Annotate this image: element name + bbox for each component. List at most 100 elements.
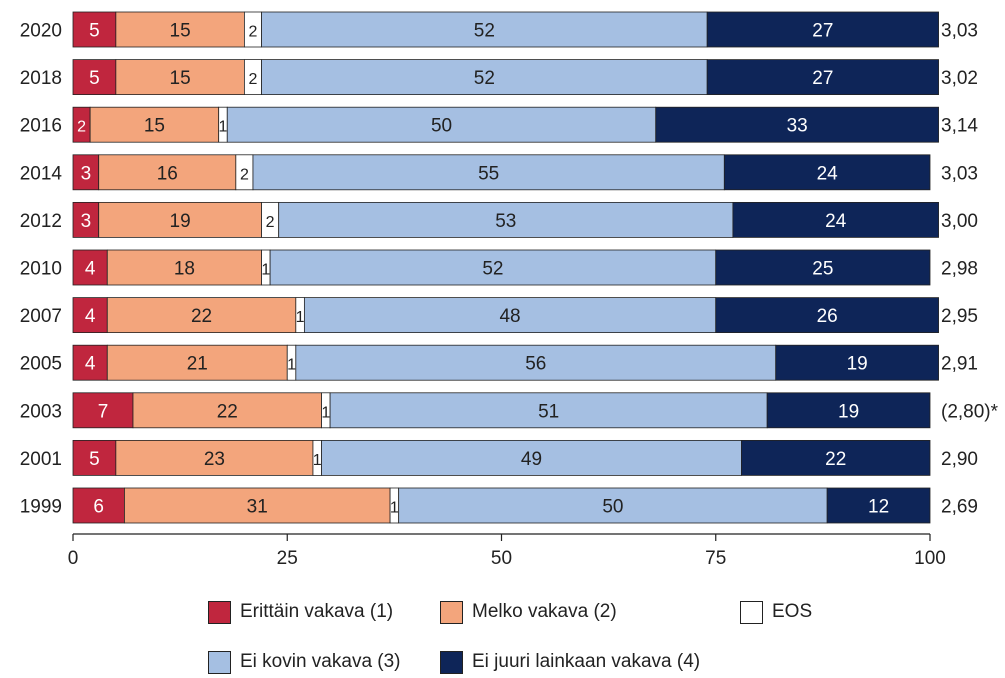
bar-segment xyxy=(398,487,828,524)
bar-segment xyxy=(106,344,288,381)
stacked-bar-chart: 5 15 2 52 275 15 2 52 272 15 1 50 333 16 2 55 243 19 2 53 24… xyxy=(20,11,999,569)
legend-label-ei-kovin-vakava: Ei kovin vakava (3) xyxy=(240,651,401,672)
bar-segment xyxy=(261,11,708,48)
category-label: 2005 xyxy=(20,354,62,375)
legend-swatch-ei-kovin-vakava xyxy=(208,650,231,674)
data-label: 52 xyxy=(482,259,503,280)
legend-item-erittain-vakava: Erittäin vakava (1) xyxy=(208,598,393,626)
bars-layer: 5 15 2 52 275 15 2 52 272 15 1 50 333 16 2 55 243 19 2 53 24… xyxy=(72,11,939,524)
bar-segment xyxy=(295,344,777,381)
legend-label-erittain-vakava: Erittäin vakava (1) xyxy=(240,601,394,622)
category-label: 2003 xyxy=(20,401,62,422)
x-tick-label: 0 xyxy=(68,548,79,569)
data-label: 26 xyxy=(817,306,838,327)
legend-label-ei-juuri-lainkaan-vakava: Ei juuri lainkaan vakava (4) xyxy=(472,651,701,672)
data-label: 23 xyxy=(204,449,225,470)
data-label: 24 xyxy=(825,211,847,232)
category-label: 2010 xyxy=(20,259,62,280)
data-label: 3 xyxy=(81,163,92,184)
data-label: 5 xyxy=(89,21,100,42)
bar-segment xyxy=(124,487,391,524)
bar-segment xyxy=(72,154,100,191)
data-label: 51 xyxy=(538,401,559,422)
legend-item-ei-kovin-vakava: Ei kovin vakava (3) xyxy=(208,648,401,676)
bar-segment xyxy=(98,154,237,191)
data-label: 21 xyxy=(187,354,208,375)
data-label: 1 xyxy=(321,404,330,421)
data-label: 3 xyxy=(81,211,92,232)
legend-swatch-eos xyxy=(740,600,763,624)
bar-segment xyxy=(98,201,262,238)
category-label: 2007 xyxy=(20,306,62,327)
mean-value-label: 2,95 xyxy=(941,306,978,327)
bar-segment xyxy=(72,249,108,286)
data-label: 1 xyxy=(219,119,228,136)
category-label: 2012 xyxy=(20,211,62,232)
data-label: 16 xyxy=(157,163,178,184)
data-label: 15 xyxy=(170,68,191,89)
data-label: 48 xyxy=(499,306,520,327)
data-label: 27 xyxy=(812,68,833,89)
bar-segment xyxy=(715,297,939,334)
data-label: 4 xyxy=(85,306,96,327)
data-label: 2 xyxy=(249,71,258,88)
legend-item-eos: EOS xyxy=(740,598,812,626)
bar-segment xyxy=(706,11,939,48)
mean-value-labels: 3,03 3,02 3,14 3,03 3,00 2,98 2,95 2,91 (2,80)* 2… xyxy=(941,21,999,518)
x-tick-label: 25 xyxy=(277,548,298,569)
mean-value-label: 3,03 xyxy=(941,21,978,42)
bar-segment xyxy=(106,249,262,286)
bar-segment xyxy=(741,439,931,476)
bar-segment xyxy=(723,154,931,191)
data-label: 33 xyxy=(787,116,808,137)
bar-segment xyxy=(278,201,734,238)
bar-segment xyxy=(655,106,939,143)
data-label: 15 xyxy=(144,116,165,137)
bar-segment xyxy=(826,487,931,524)
bar-segment xyxy=(303,297,717,334)
x-tick-label: 75 xyxy=(705,548,726,569)
legend-swatch-erittain-vakava xyxy=(208,600,231,624)
x-tick-label: 50 xyxy=(491,548,512,569)
data-label: 1 xyxy=(390,500,399,517)
bar-segment xyxy=(252,154,725,191)
bar-segment xyxy=(226,106,657,143)
bar-segment xyxy=(72,297,108,334)
data-label: 50 xyxy=(431,116,452,137)
bar-segment xyxy=(115,439,314,476)
bar-segment xyxy=(766,392,931,429)
data-label: 12 xyxy=(868,497,889,518)
data-label: 19 xyxy=(838,401,859,422)
data-label: 4 xyxy=(85,259,96,280)
bar-segment xyxy=(715,249,931,286)
data-label: 19 xyxy=(170,211,191,232)
bar-segment xyxy=(775,344,939,381)
category-label: 2020 xyxy=(20,21,62,42)
data-label: 5 xyxy=(89,449,100,470)
mean-value-label: 2,98 xyxy=(941,259,978,280)
legend-swatch-ei-juuri-lainkaan-vakava xyxy=(440,650,463,674)
bar-segment xyxy=(132,392,322,429)
data-label: 4 xyxy=(85,354,96,375)
data-label: 2 xyxy=(240,166,249,183)
bar-segment xyxy=(72,11,117,48)
data-label: 2 xyxy=(77,119,86,136)
data-label: 2 xyxy=(266,214,275,231)
data-label: 56 xyxy=(525,354,546,375)
x-axis-ticks: 0 25 50 75 100 xyxy=(68,534,946,569)
bar-segment xyxy=(72,392,134,429)
mean-value-label: 3,03 xyxy=(941,163,978,184)
data-label: 52 xyxy=(474,68,495,89)
legend-swatch-melko-vakava xyxy=(440,600,463,624)
x-tick-label: 100 xyxy=(914,548,946,569)
data-label: 31 xyxy=(247,497,268,518)
mean-value-label: 3,14 xyxy=(941,116,978,137)
category-label: 2018 xyxy=(20,68,62,89)
legend-label-eos: EOS xyxy=(772,601,813,622)
data-label: 22 xyxy=(217,401,238,422)
bar-segment xyxy=(72,439,117,476)
bar-segment xyxy=(115,59,245,95)
data-label: 50 xyxy=(602,497,623,518)
category-label: 2016 xyxy=(20,116,62,137)
data-label: 22 xyxy=(825,449,846,470)
